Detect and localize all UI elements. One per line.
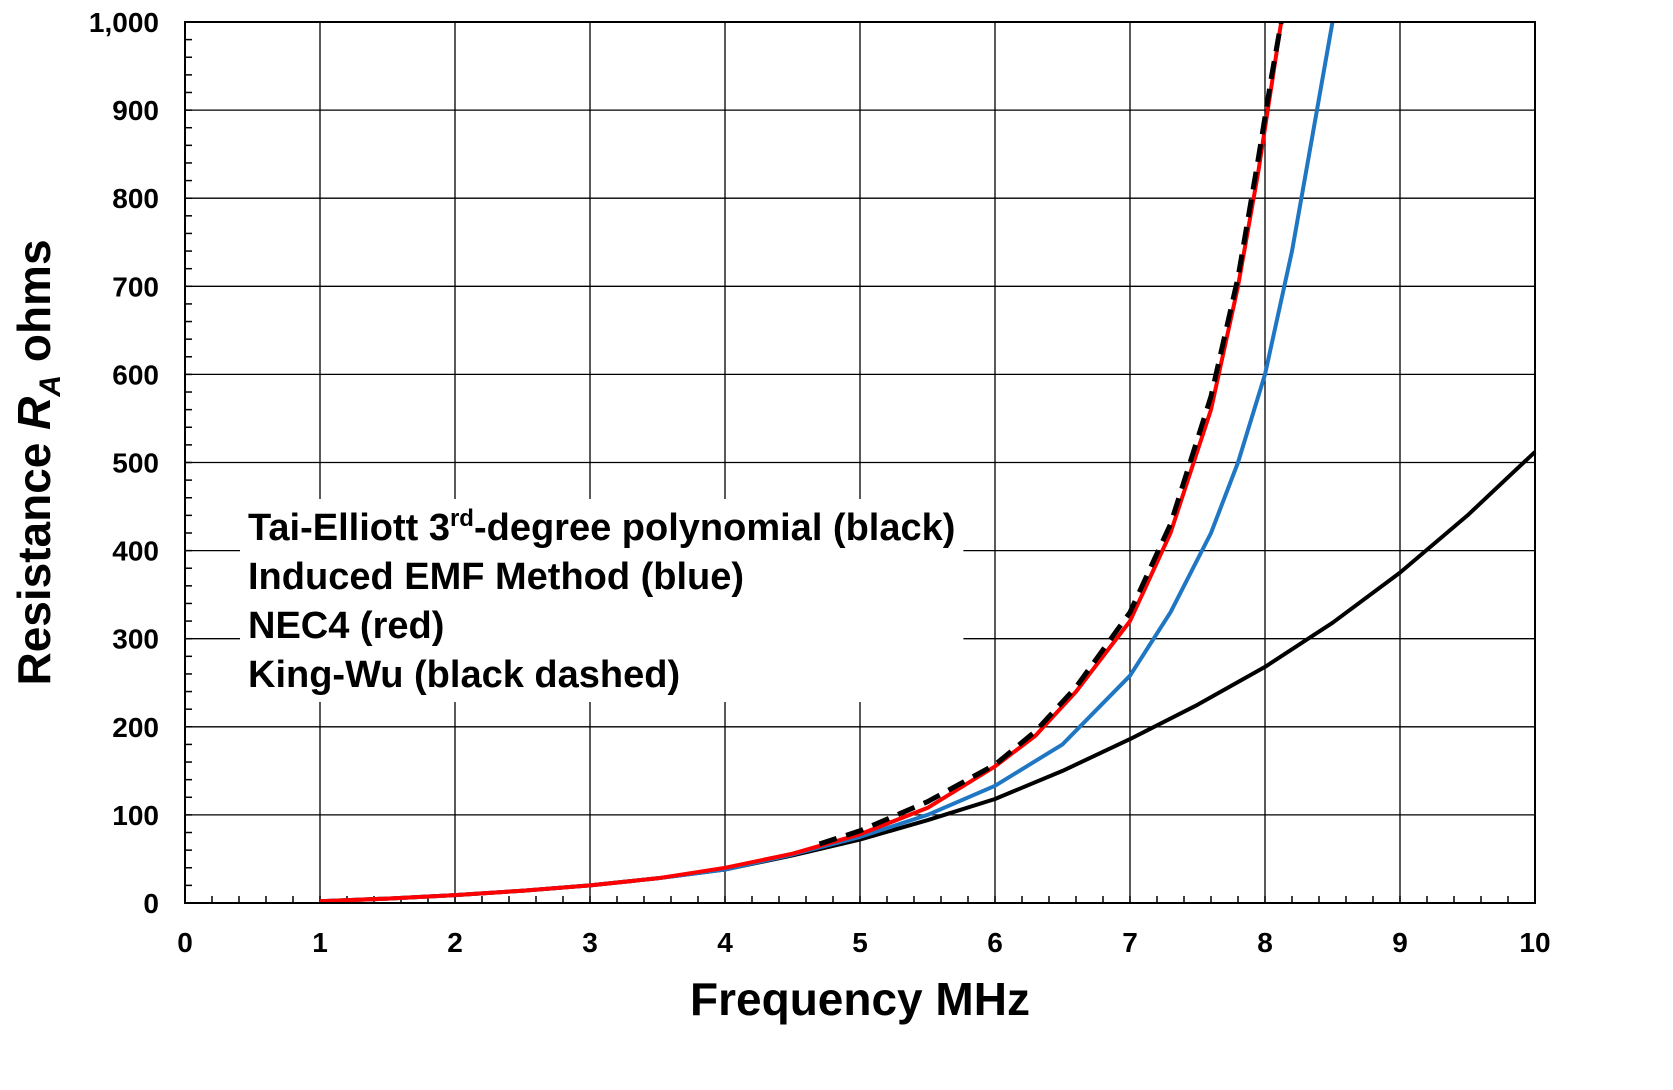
y-tick-label: 100 [112, 800, 159, 831]
legend-text: Tai-Elliott 3 [248, 507, 450, 549]
y-tick-label: 800 [112, 183, 159, 214]
legend-line-1: Tai-Elliott 3rd-degree polynomial (black… [248, 505, 955, 549]
series-line-4 [818, 21, 1284, 847]
legend-text: King-Wu (black dashed) [248, 654, 680, 696]
x-tick-label: 1 [312, 927, 328, 958]
x-tick-label: 10 [1519, 927, 1550, 958]
legend-line-3: NEC4 (red) [248, 605, 444, 647]
legend-text: NEC4 (red) [248, 605, 444, 647]
legend-text: Induced EMF Method (blue) [248, 556, 744, 598]
x-tick-label: 0 [177, 927, 193, 958]
legend-line-4: King-Wu (black dashed) [248, 654, 680, 696]
x-axis-title: Frequency MHz [690, 973, 1030, 1025]
x-tick-label: 5 [852, 927, 868, 958]
x-tick-label: 8 [1257, 927, 1273, 958]
x-tick-label: 3 [582, 927, 598, 958]
plot-border [184, 21, 1536, 904]
y-tick-label: 1,000 [89, 7, 159, 38]
y-tick-label: 700 [112, 271, 159, 302]
series-layer [319, 21, 1537, 904]
y-tick-label: 500 [112, 448, 159, 479]
x-tick-label: 6 [987, 927, 1003, 958]
y-axis-title-suffix: ohms [8, 239, 60, 374]
legend-line-2: Induced EMF Method (blue) [248, 556, 744, 598]
y-axis-title-symbol: R [8, 397, 60, 430]
y-axis-title-prefix: Resistance [8, 430, 60, 686]
y-tick-label: 900 [112, 95, 159, 126]
y-tick-label: 0 [143, 888, 159, 919]
y-tick-labels: 0 100 200 300 400 500 600 700 800 900 1,000 [89, 7, 159, 919]
series-line-3 [319, 21, 1284, 904]
x-tick-label: 2 [447, 927, 463, 958]
y-axis-title-subscript: A [34, 375, 67, 398]
x-tick-label: 4 [717, 927, 733, 958]
legend-superscript: rd [450, 505, 474, 532]
y-tick-label: 300 [112, 624, 159, 655]
y-tick-label: 400 [112, 536, 159, 567]
legend-background [240, 499, 964, 702]
y-tick-label: 200 [112, 712, 159, 743]
x-tick-labels: 0 1 2 3 4 5 6 7 8 9 10 [177, 927, 1550, 958]
y-axis-title: Resistance RA ohms [8, 239, 67, 685]
x-tick-label: 9 [1392, 927, 1408, 958]
legend: Tai-Elliott 3rd-degree polynomial (black… [248, 505, 955, 696]
y-tick-label: 600 [112, 359, 159, 390]
x-tick-label: 7 [1122, 927, 1138, 958]
legend-text: -degree polynomial (black) [474, 507, 955, 549]
